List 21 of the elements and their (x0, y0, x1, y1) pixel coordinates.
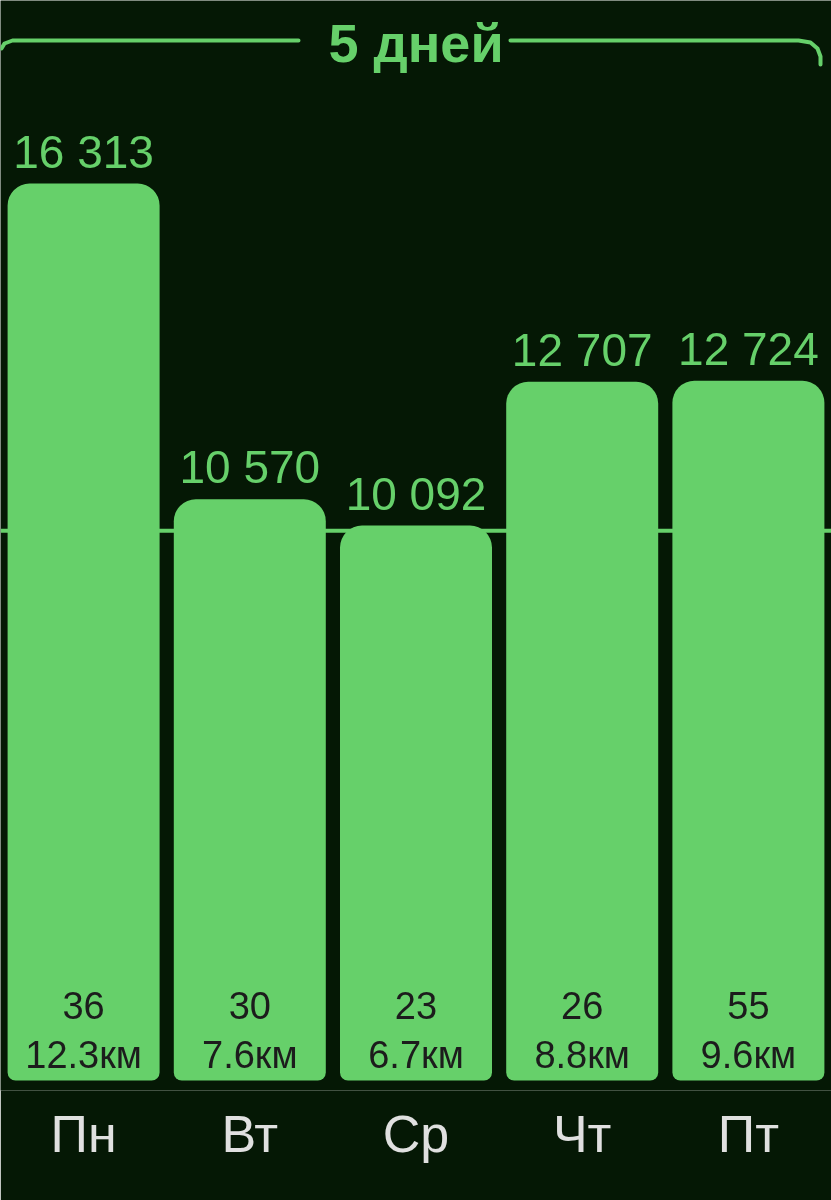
chart-title: 5 дней (328, 12, 504, 73)
annotation: 30 (228, 985, 271, 1027)
x-tick-label: Вт (221, 1104, 279, 1163)
x-tick-label: Пт (717, 1104, 780, 1163)
annotation: 7.6км (202, 1033, 298, 1076)
data-label: 12 724 (678, 322, 819, 375)
data-label: 10 570 (179, 441, 321, 494)
annotation: 9.6км (700, 1033, 797, 1076)
data-label: 16 313 (13, 125, 154, 178)
data-label: 12 707 (511, 323, 653, 376)
annotation: 8.8км (534, 1033, 630, 1076)
annotation: 36 (62, 985, 105, 1027)
annotation: 6.7км (368, 1033, 464, 1076)
x-tick-label: Ср (382, 1104, 450, 1163)
annotation: 12.3км (25, 1033, 142, 1076)
data-label: 10 092 (345, 467, 487, 520)
annotation: 55 (727, 985, 770, 1027)
x-tick-label: Пн (50, 1104, 117, 1163)
x-tick-label: Чт (552, 1104, 612, 1163)
annotation: 23 (394, 985, 438, 1027)
annotation: 26 (561, 985, 604, 1027)
